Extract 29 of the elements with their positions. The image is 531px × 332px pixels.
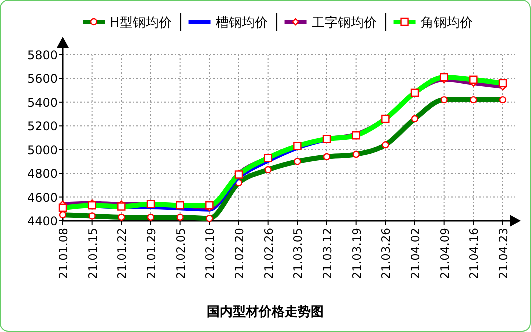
y-tick-label: 4400 [27, 214, 58, 228]
text: 国内型材价格走势图 [207, 304, 324, 320]
x-tick-label: 21.02.05 [174, 228, 188, 280]
x-tick-label: 21.01.22 [115, 228, 130, 280]
x-tick-label: 21.02.10 [203, 228, 218, 280]
x-tick-label: 21.01.08 [56, 228, 70, 280]
legend-label: 角钢均价 [420, 16, 473, 31]
y-tick-label: 5600 [27, 72, 58, 86]
y-tick-label: 5200 [27, 120, 58, 134]
y-tick-label: 5000 [27, 143, 58, 158]
y-tick-label: 4800 [27, 167, 58, 182]
x-tick-label: 21.01.15 [86, 228, 100, 280]
legend-label: H型钢均价 [110, 16, 172, 31]
x-tick-label: 21.03.19 [350, 228, 364, 280]
y-tick-label: 5800 [27, 48, 58, 62]
y-tick-label: 5400 [27, 96, 58, 110]
x-tick-label: 21.02.26 [262, 228, 276, 280]
x-tick-label: 21.03.26 [379, 228, 394, 280]
x-tick-label: 21.04.09 [438, 228, 452, 280]
x-tick-label: 21.03.12 [320, 228, 334, 280]
x-tick-label: 21.01.29 [144, 228, 158, 280]
legend-label: 槽钢均价 [216, 16, 268, 31]
x-tick-label: 21.03.05 [291, 228, 306, 280]
x-tick-label: 21.04.23 [496, 228, 510, 280]
x-tick-label: 21.04.02 [408, 228, 422, 280]
legend-label: 工字钢均价 [312, 15, 377, 31]
x-tick-label: 21.02.20 [232, 228, 246, 280]
y-tick-label: 4600 [27, 190, 58, 205]
x-tick-label: 21.04.16 [467, 228, 482, 280]
